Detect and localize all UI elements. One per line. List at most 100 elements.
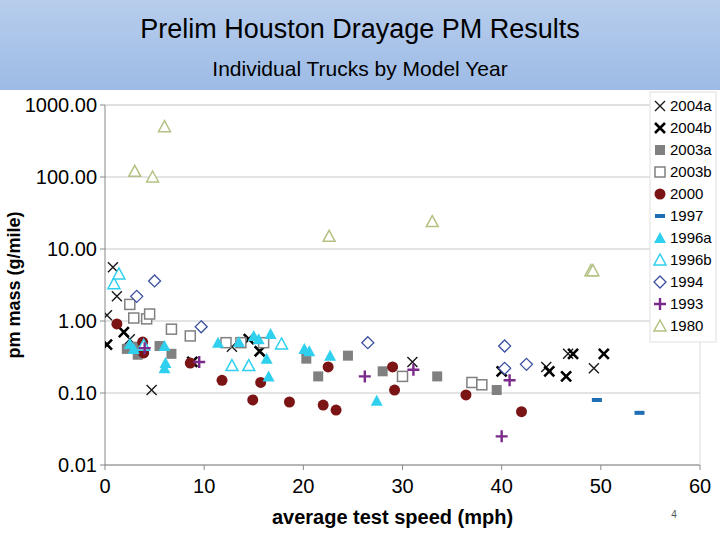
title-banner	[0, 0, 720, 90]
point	[185, 331, 195, 341]
x-axis-title: average test speed (mph)	[272, 506, 513, 528]
x-tick	[105, 465, 106, 470]
y-grid-line	[105, 321, 700, 322]
x-tick-label: 10	[193, 475, 215, 497]
point	[589, 363, 599, 373]
x-tick-label: 0	[99, 475, 110, 497]
point	[499, 362, 511, 374]
point	[331, 405, 342, 416]
legend-marker	[654, 254, 666, 265]
point	[398, 371, 408, 381]
point	[212, 337, 224, 348]
legend-label: 1994	[670, 273, 703, 290]
point	[166, 324, 176, 334]
y-tick	[100, 105, 105, 106]
point	[131, 290, 143, 302]
y-tick-label: 1000.00	[25, 94, 97, 116]
grid	[105, 105, 700, 465]
point	[303, 345, 315, 356]
series-8	[131, 275, 533, 374]
legend-label: 2004b	[670, 119, 712, 136]
plot-frame	[105, 105, 700, 106]
legend-marker	[655, 145, 665, 155]
series-9	[139, 342, 516, 442]
legend-marker	[654, 276, 666, 288]
point	[159, 121, 171, 132]
point	[147, 171, 159, 182]
point	[147, 385, 157, 395]
y-tick-label: 100.00	[36, 166, 97, 188]
legend-marker	[655, 214, 665, 218]
points	[105, 121, 645, 443]
point	[108, 262, 118, 272]
point	[432, 371, 442, 381]
point	[520, 358, 532, 370]
point	[159, 340, 171, 351]
y-grid-line	[105, 105, 700, 106]
y-grid-line	[105, 393, 700, 394]
y-tick-label: 0.10	[58, 382, 97, 404]
x-tick	[402, 465, 403, 470]
point	[467, 377, 477, 387]
y-axis-title: pm mass (g/mile)	[4, 211, 24, 358]
point	[243, 360, 255, 371]
point	[233, 336, 245, 347]
legend-marker	[654, 298, 666, 310]
x-tick-label: 30	[391, 475, 413, 497]
series-4	[111, 318, 527, 417]
legend: 2004a2004b2003a2003b200019971996a1996b19…	[650, 92, 716, 342]
point	[318, 400, 329, 411]
series-2	[122, 338, 502, 395]
point	[387, 361, 398, 372]
y-tick-label: 10.00	[47, 238, 97, 260]
x-tick	[600, 465, 601, 470]
point	[217, 375, 228, 386]
point	[477, 380, 487, 390]
legend-marker	[654, 232, 666, 243]
y-axis	[105, 105, 106, 465]
y-tick	[100, 393, 105, 394]
point	[516, 406, 527, 417]
point	[324, 350, 336, 361]
point	[112, 291, 122, 301]
series-0	[105, 262, 599, 395]
title: Prelim Houston Drayage PM Results	[140, 14, 580, 44]
series-10	[129, 121, 599, 276]
point	[125, 299, 135, 309]
y-grid-line	[105, 465, 700, 466]
point	[145, 309, 155, 319]
x-tick	[501, 465, 502, 470]
point	[159, 357, 171, 368]
point	[139, 342, 151, 354]
point	[568, 349, 578, 359]
y-tick	[100, 249, 105, 250]
legend-label: 1997	[670, 207, 703, 224]
legend-label: 2000	[670, 185, 703, 202]
y-tick	[100, 177, 105, 178]
point	[359, 370, 371, 382]
legend-label: 2003b	[670, 163, 712, 180]
y-tick	[100, 465, 105, 466]
point	[284, 396, 295, 407]
point	[247, 394, 258, 405]
point	[460, 389, 471, 400]
point	[496, 430, 508, 442]
plot-area	[105, 105, 700, 465]
legend-marker	[655, 189, 666, 200]
y-tick	[100, 321, 105, 322]
point	[323, 361, 334, 372]
point	[389, 385, 400, 396]
page-number: 4	[671, 509, 677, 520]
point	[113, 268, 125, 279]
x-tick-label: 50	[590, 475, 612, 497]
point	[343, 351, 353, 361]
series-3	[125, 299, 487, 389]
point	[592, 398, 602, 402]
x-tick	[303, 465, 304, 470]
y-tick-label: 0.01	[58, 454, 97, 476]
series-6	[124, 328, 383, 406]
point	[587, 265, 599, 276]
point	[407, 364, 419, 376]
legend-label: 1996b	[670, 251, 712, 268]
point	[265, 328, 277, 339]
